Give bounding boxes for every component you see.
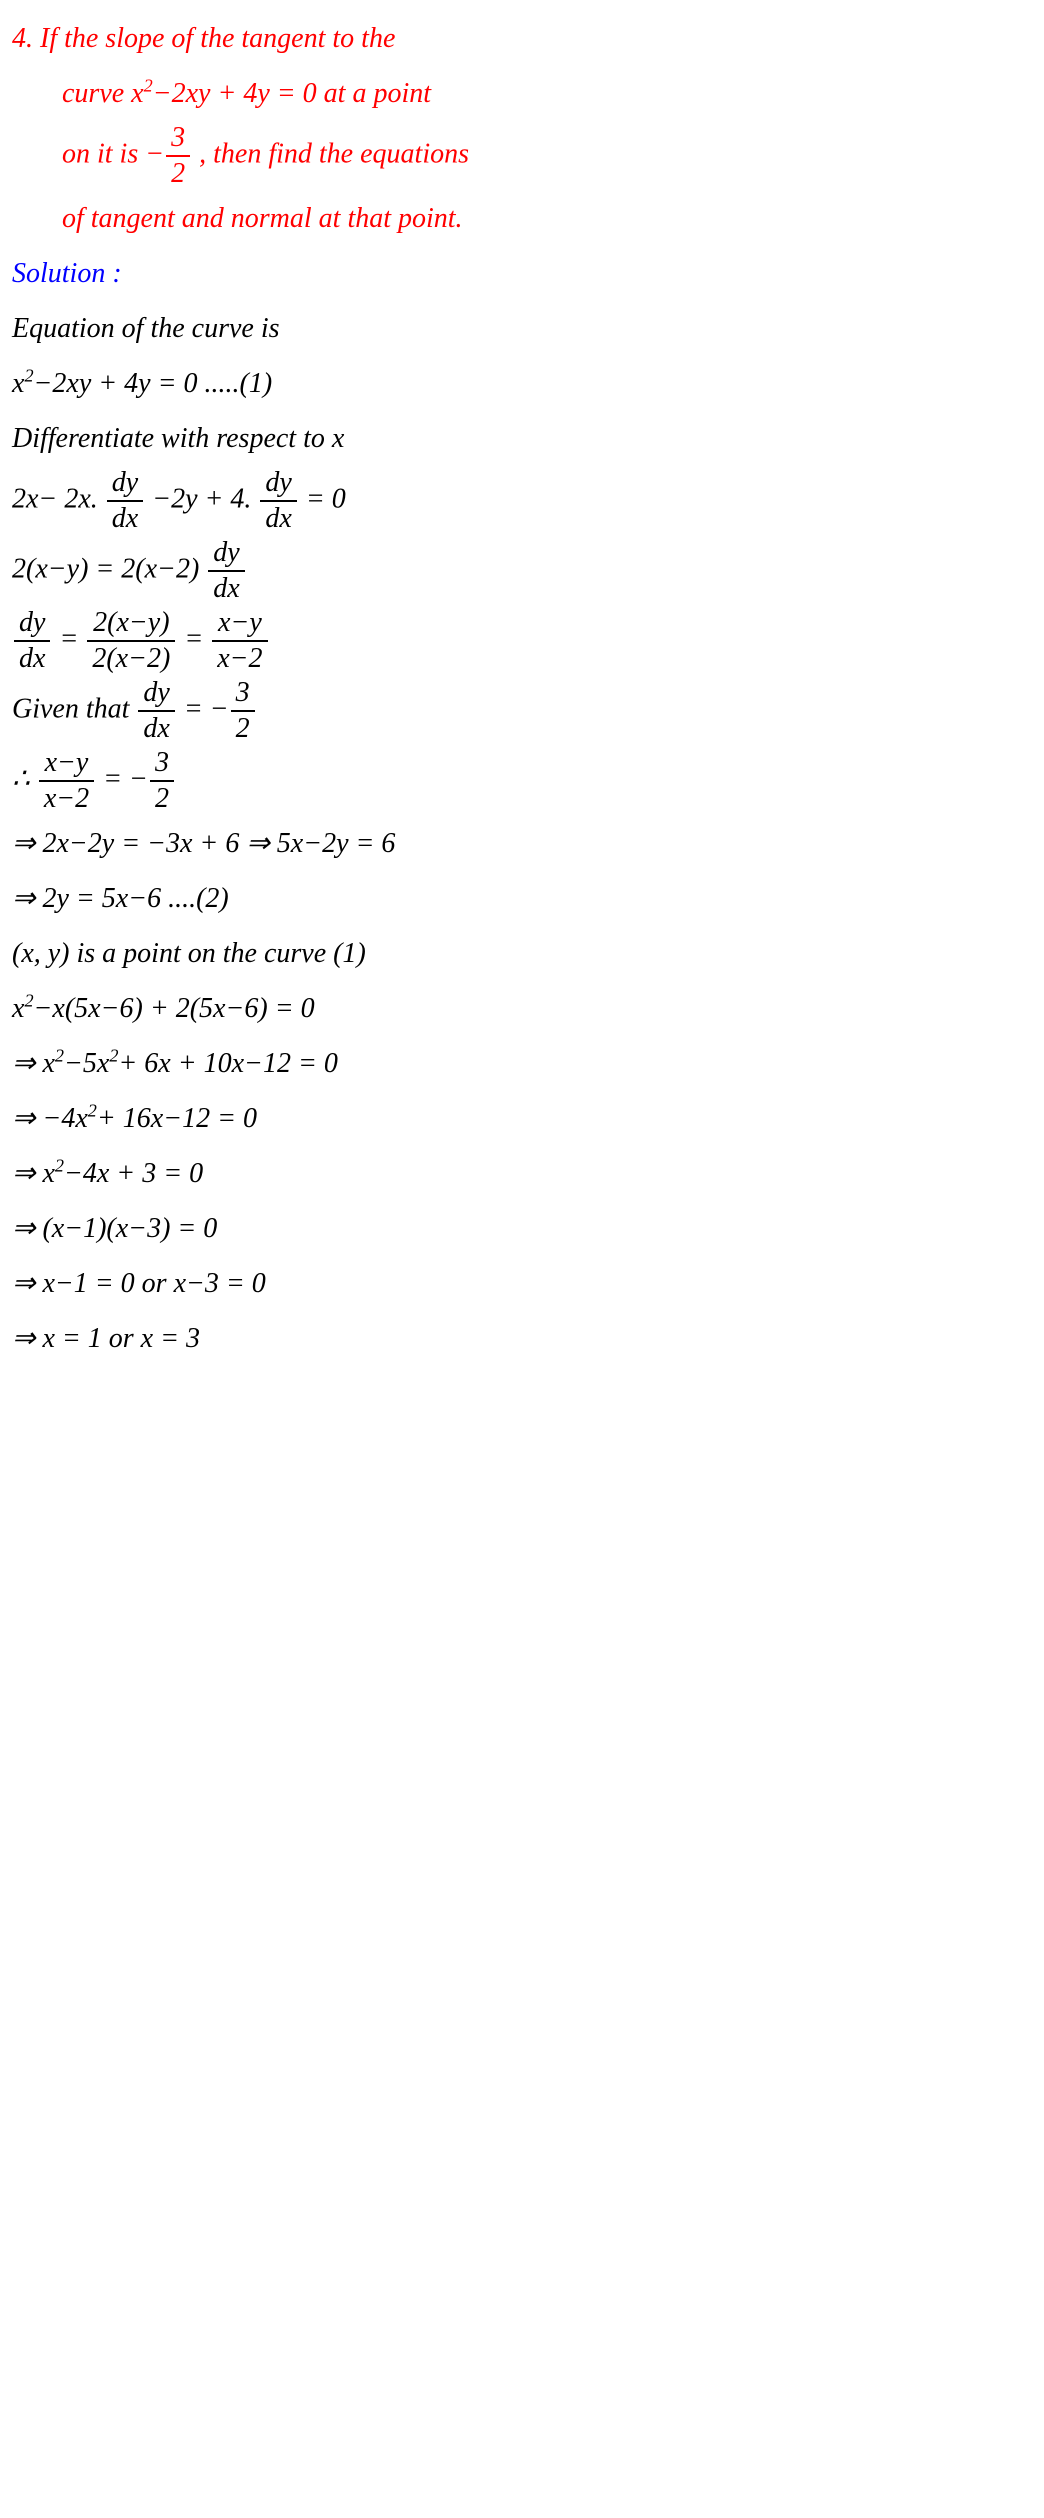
- step-17: ⇒ x−1 = 0 or x−3 = 0: [12, 1259, 1032, 1308]
- s4b: −2y + 4.: [145, 483, 258, 514]
- q3-part-b: , then find the equations: [192, 138, 469, 169]
- s5f1d: dx: [208, 572, 244, 603]
- s6f3d: x−2: [212, 642, 267, 673]
- s4f1n: dy: [107, 469, 143, 502]
- s4-frac1: dy dx: [107, 469, 143, 533]
- s8a: ∴: [12, 763, 37, 794]
- s13b: −5x: [64, 1048, 109, 1079]
- s13a: ⇒ x: [12, 1048, 55, 1079]
- s12a: x: [12, 993, 24, 1024]
- step-3: Differentiate with respect to x: [12, 414, 1032, 463]
- s2a: x: [12, 368, 24, 399]
- step-6: dy dx = 2(x−y) 2(x−2) = x−y x−2: [12, 609, 1032, 673]
- solution-label: Solution :: [12, 249, 1032, 298]
- s5a: 2(x−y) = 2(x−2): [12, 553, 206, 584]
- step-16: ⇒ (x−1)(x−3) = 0: [12, 1204, 1032, 1253]
- step-13: ⇒ x2−5x2+ 6x + 10x−12 = 0: [12, 1039, 1032, 1088]
- s4f2d: dx: [260, 502, 296, 533]
- s5-frac1: dy dx: [208, 539, 244, 603]
- step-1: Equation of the curve is: [12, 304, 1032, 353]
- s7f2d: 2: [231, 712, 255, 743]
- q3-frac-den: 2: [166, 157, 190, 188]
- q2-part-b: −2xy + 4y = 0 at a point: [153, 78, 431, 109]
- s7-frac1: dy dx: [138, 679, 174, 743]
- s6f3n: x−y: [212, 609, 267, 642]
- q2-part-a: curve x: [62, 78, 144, 109]
- q3-part-a: on it is −: [62, 138, 164, 169]
- q2-exp: 2: [144, 76, 153, 96]
- s6b: =: [177, 623, 210, 654]
- s6-frac1: dy dx: [14, 609, 50, 673]
- s2b: −2xy + 4y = 0 .....(1): [34, 368, 273, 399]
- step-15: ⇒ x2−4x + 3 = 0: [12, 1149, 1032, 1198]
- s12exp: 2: [24, 991, 33, 1011]
- s4f1d: dx: [107, 502, 143, 533]
- s7f1n: dy: [138, 679, 174, 712]
- s6a: =: [52, 623, 85, 654]
- step-4: 2x− 2x. dy dx −2y + 4. dy dx = 0: [12, 469, 1032, 533]
- s15a: ⇒ x: [12, 1158, 55, 1189]
- question-line-4: of tangent and normal at that point.: [12, 194, 1032, 243]
- s14e1: 2: [88, 1101, 97, 1121]
- step-12: x2−x(5x−6) + 2(5x−6) = 0: [12, 984, 1032, 1033]
- s2exp: 2: [24, 366, 33, 386]
- s4c: = 0: [299, 483, 346, 514]
- s8b: = −: [96, 763, 148, 794]
- s14b: + 16x−12 = 0: [97, 1103, 257, 1134]
- s7b: = −: [177, 693, 229, 724]
- s7f1d: dx: [138, 712, 174, 743]
- question-line-1: 4. If the slope of the tangent to the: [12, 14, 1032, 63]
- step-14: ⇒ −4x2+ 16x−12 = 0: [12, 1094, 1032, 1143]
- s8-frac1: x−y x−2: [39, 749, 94, 813]
- s7a: Given that: [12, 693, 136, 724]
- step-11: (x, y) is a point on the curve (1): [12, 929, 1032, 978]
- s8f1n: x−y: [39, 749, 94, 782]
- s8f2d: 2: [150, 782, 174, 813]
- s4a: 2x− 2x.: [12, 483, 105, 514]
- s6f2d: 2(x−2): [87, 642, 175, 673]
- s6-frac2: 2(x−y) 2(x−2): [87, 609, 175, 673]
- s4f2n: dy: [260, 469, 296, 502]
- s8f1d: x−2: [39, 782, 94, 813]
- step-5: 2(x−y) = 2(x−2) dy dx: [12, 539, 1032, 603]
- step-10: ⇒ 2y = 5x−6 ....(2): [12, 874, 1032, 923]
- s14a: ⇒ −4x: [12, 1103, 88, 1134]
- question-line-2: curve x2−2xy + 4y = 0 at a point: [12, 69, 1032, 118]
- step-18: ⇒ x = 1 or x = 3: [12, 1314, 1032, 1363]
- s6f1d: dx: [14, 642, 50, 673]
- q3-frac-num: 3: [166, 124, 190, 157]
- s15b: −4x + 3 = 0: [64, 1158, 203, 1189]
- s13e1: 2: [55, 1046, 64, 1066]
- question-line-3: on it is − 3 2 , then find the equations: [12, 124, 1032, 188]
- s8-frac2: 3 2: [150, 749, 174, 813]
- s8f2n: 3: [150, 749, 174, 782]
- step-7: Given that dy dx = − 3 2: [12, 679, 1032, 743]
- step-2: x2−2xy + 4y = 0 .....(1): [12, 359, 1032, 408]
- s6f2n: 2(x−y): [87, 609, 175, 642]
- s6-frac3: x−y x−2: [212, 609, 267, 673]
- s7f2n: 3: [231, 679, 255, 712]
- s4-frac2: dy dx: [260, 469, 296, 533]
- s15e1: 2: [55, 1156, 64, 1176]
- s7-frac2: 3 2: [231, 679, 255, 743]
- q3-frac: 3 2: [166, 124, 190, 188]
- step-9: ⇒ 2x−2y = −3x + 6 ⇒ 5x−2y = 6: [12, 819, 1032, 868]
- s13c: + 6x + 10x−12 = 0: [118, 1048, 337, 1079]
- s5f1n: dy: [208, 539, 244, 572]
- step-8: ∴ x−y x−2 = − 3 2: [12, 749, 1032, 813]
- s12b: −x(5x−6) + 2(5x−6) = 0: [34, 993, 315, 1024]
- s6f1n: dy: [14, 609, 50, 642]
